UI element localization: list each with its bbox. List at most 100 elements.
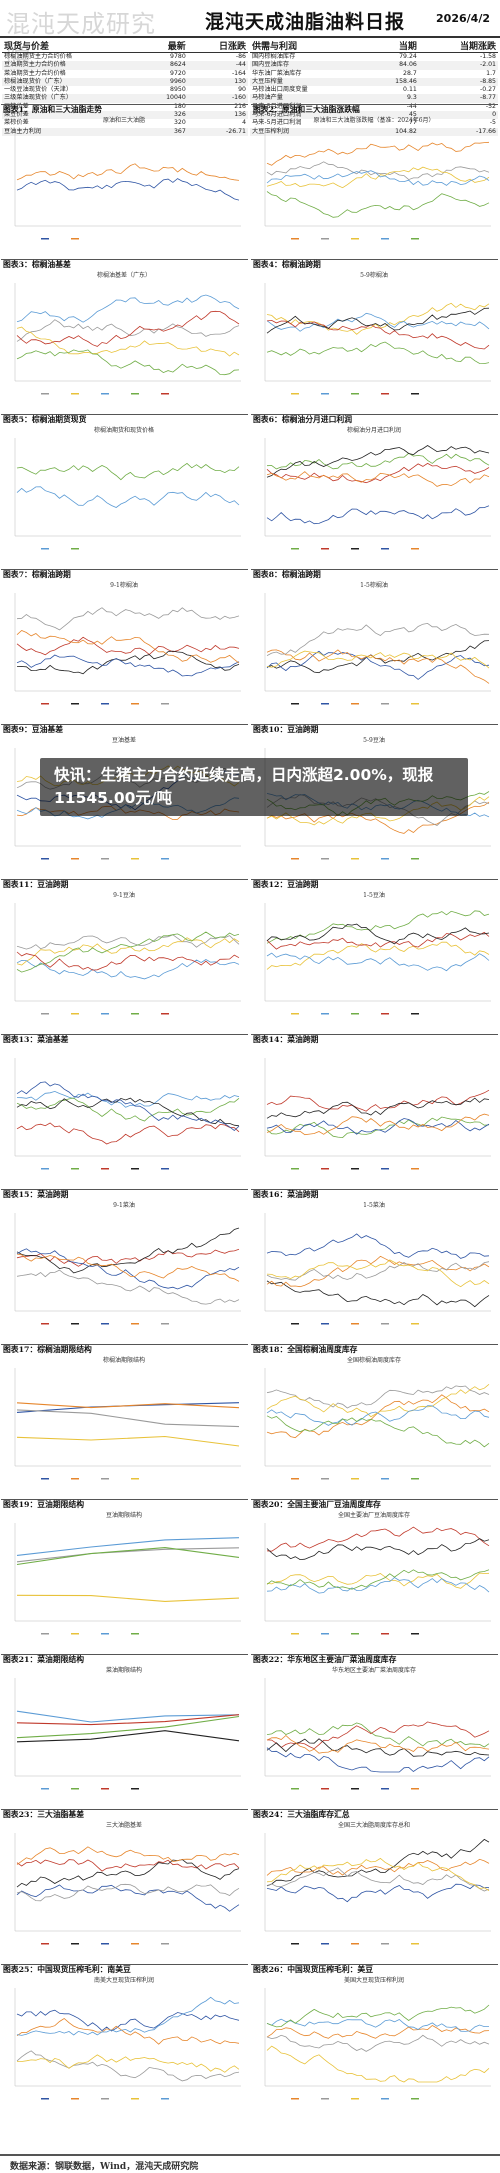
chart-series-line	[16, 1402, 240, 1409]
chart-series-line	[16, 1248, 240, 1267]
chart-title: 1-5豆油	[363, 891, 385, 899]
chart-area: 棕榈油期货和现货价格	[1, 424, 248, 564]
chart-series-line	[16, 630, 240, 664]
legend-swatch	[411, 238, 419, 240]
chart-panel-label: 图表26：中国现货压榨毛利：美豆	[251, 1964, 498, 1974]
chart-series-line	[16, 1996, 240, 2036]
chart-series-line	[266, 650, 490, 669]
chart-panel-20: 图表20：全国主要油厂豆油周度库存 全国主要油厂豆油周度库存	[251, 1499, 498, 1649]
chart-series-line	[266, 1538, 490, 1561]
spot-row: 菜豆价差 326 136	[2, 111, 248, 120]
spot-row: 菜油期货主力合约价格 9720 -164	[2, 70, 248, 78]
chart-area: 1-5豆油	[251, 889, 498, 1029]
supply-row: 国内棕榈油库存 79.24 -1.58	[250, 53, 498, 62]
legend-swatch	[291, 548, 299, 550]
chart-series-line	[16, 1248, 240, 1290]
legend-swatch	[411, 1788, 419, 1790]
chart-panel-2: 图表2：原油和三大油脂涨跌幅 原油和三大油脂涨跌幅（基准：2024年6月）	[251, 104, 498, 254]
chart-svg	[264, 1058, 491, 1170]
spot-change: -44	[187, 61, 248, 70]
legend-swatch	[381, 1013, 389, 1015]
legend-swatch	[291, 858, 299, 860]
legend-swatch	[321, 548, 329, 550]
chart-svg: 全国棕榈油周度库存	[264, 1356, 491, 1480]
legend-swatch	[131, 1168, 139, 1170]
chart-series-line	[266, 910, 490, 944]
spot-change: 4	[242, 119, 246, 127]
chart-title: 5-9豆油	[363, 736, 385, 744]
spot-value: 9960	[141, 77, 188, 87]
news-flash-text: 快讯：生猪主力合约延续走高，日内涨超2.00%，现报11545.00元/吨	[54, 766, 434, 807]
chart-series-line	[16, 937, 240, 966]
legend-swatch	[351, 1168, 359, 1170]
chart-series-line	[266, 1738, 490, 1757]
report-footer: 数据来源：钢联数据，Wind，混沌天成研究院	[0, 2154, 500, 2173]
chart-svg: 棕榈油分月进口利润	[264, 426, 491, 550]
legend-swatch	[161, 1943, 169, 1945]
legend-swatch	[71, 858, 79, 860]
spot-value: 180	[173, 102, 186, 110]
spot-label: 豆棕价差	[4, 102, 29, 110]
chart-svg: 9-1豆油	[14, 891, 241, 1015]
chart-series-line	[266, 161, 490, 181]
chart-panel-label: 图表22：华东地区主要油厂菜油周度库存	[251, 1654, 498, 1664]
legend-swatch	[131, 1478, 139, 1480]
legend-swatch	[381, 1478, 389, 1480]
legend-swatch	[101, 1323, 109, 1325]
spot-value: 8950	[170, 86, 186, 94]
legend-swatch	[101, 1788, 109, 1790]
legend-swatch	[101, 703, 109, 705]
chart-series-line	[16, 1097, 240, 1127]
spot-value: 367	[141, 127, 188, 136]
supply-change: -0.27	[479, 86, 496, 94]
chart-series-line	[266, 1385, 490, 1409]
chart-panel-23: 图表23：三大油脂基差 三大油脂基差	[1, 1809, 248, 1959]
legend-swatch	[351, 1478, 359, 1480]
legend-swatch	[321, 1633, 329, 1635]
legend-swatch	[351, 1633, 359, 1635]
chart-panel-label: 图表1：原油和三大油脂走势	[1, 104, 248, 114]
legend-swatch	[291, 703, 299, 705]
chart-series-line	[16, 349, 240, 376]
chart-panel-6: 图表6：棕榈油分月进口利润 棕榈油分月进口利润	[251, 414, 498, 564]
legend-swatch	[101, 1013, 109, 1015]
legend-swatch	[101, 2098, 109, 2100]
chart-panel-label: 图表20：全国主要油厂豆油周度库存	[251, 1499, 498, 1509]
chart-series-line	[266, 650, 490, 680]
supply-change: -17.66	[418, 127, 498, 136]
chart-title: 1-5棕榈油	[360, 581, 388, 589]
news-flash-overlay[interactable]: 快讯：生猪主力合约延续走高，日内涨超2.00%，现报11545.00元/吨	[40, 758, 468, 816]
chart-series-line	[16, 1730, 240, 1743]
chart-area: 1-5棕榈油	[251, 579, 498, 719]
chart-title: 原油和三大油脂涨跌幅（基准：2024年6月）	[313, 116, 434, 124]
legend-swatch	[351, 1323, 359, 1325]
chart-area: 1-5菜油	[251, 1199, 498, 1339]
chart-panel-label: 图表8：棕榈油跨期	[251, 569, 498, 579]
legend-swatch	[41, 2098, 49, 2100]
chart-area: 全国主要油厂豆油周度库存	[251, 1509, 498, 1649]
legend-swatch	[41, 548, 49, 550]
chart-series-line	[266, 462, 490, 484]
legend-swatch	[291, 1168, 299, 1170]
chart-series-line	[16, 462, 240, 481]
chart-series-line	[16, 1409, 240, 1428]
chart-svg: 原油和三大油脂	[14, 116, 241, 240]
chart-title: 全国棕榈油周度库存	[347, 1356, 401, 1364]
chart-area: 豆油期限结构	[1, 1509, 248, 1649]
chart-series-line	[266, 1089, 490, 1112]
supply-value: 0.11	[403, 86, 417, 94]
supply-value: 9.3	[368, 94, 419, 103]
chart-area: 菜油期限结构	[1, 1664, 248, 1804]
spot-label: 三级菜油现货价（广东）	[2, 94, 142, 103]
legend-swatch	[131, 703, 139, 705]
spot-label: 豆油期货主力合约价格	[2, 61, 142, 70]
chart-series-line	[266, 191, 490, 218]
legend-swatch	[411, 1633, 419, 1635]
chart-title: 棕榈油期货和现货价格	[94, 426, 154, 434]
chart-svg: 5-9棕榈油	[264, 271, 491, 395]
legend-swatch	[71, 1168, 79, 1170]
legend-swatch	[321, 703, 329, 705]
supply-row: 马棕油出口周度变量 0.11 -0.27	[250, 86, 498, 94]
spot-label: 菜豆价差	[2, 111, 142, 120]
spot-value: 8624	[141, 61, 188, 70]
